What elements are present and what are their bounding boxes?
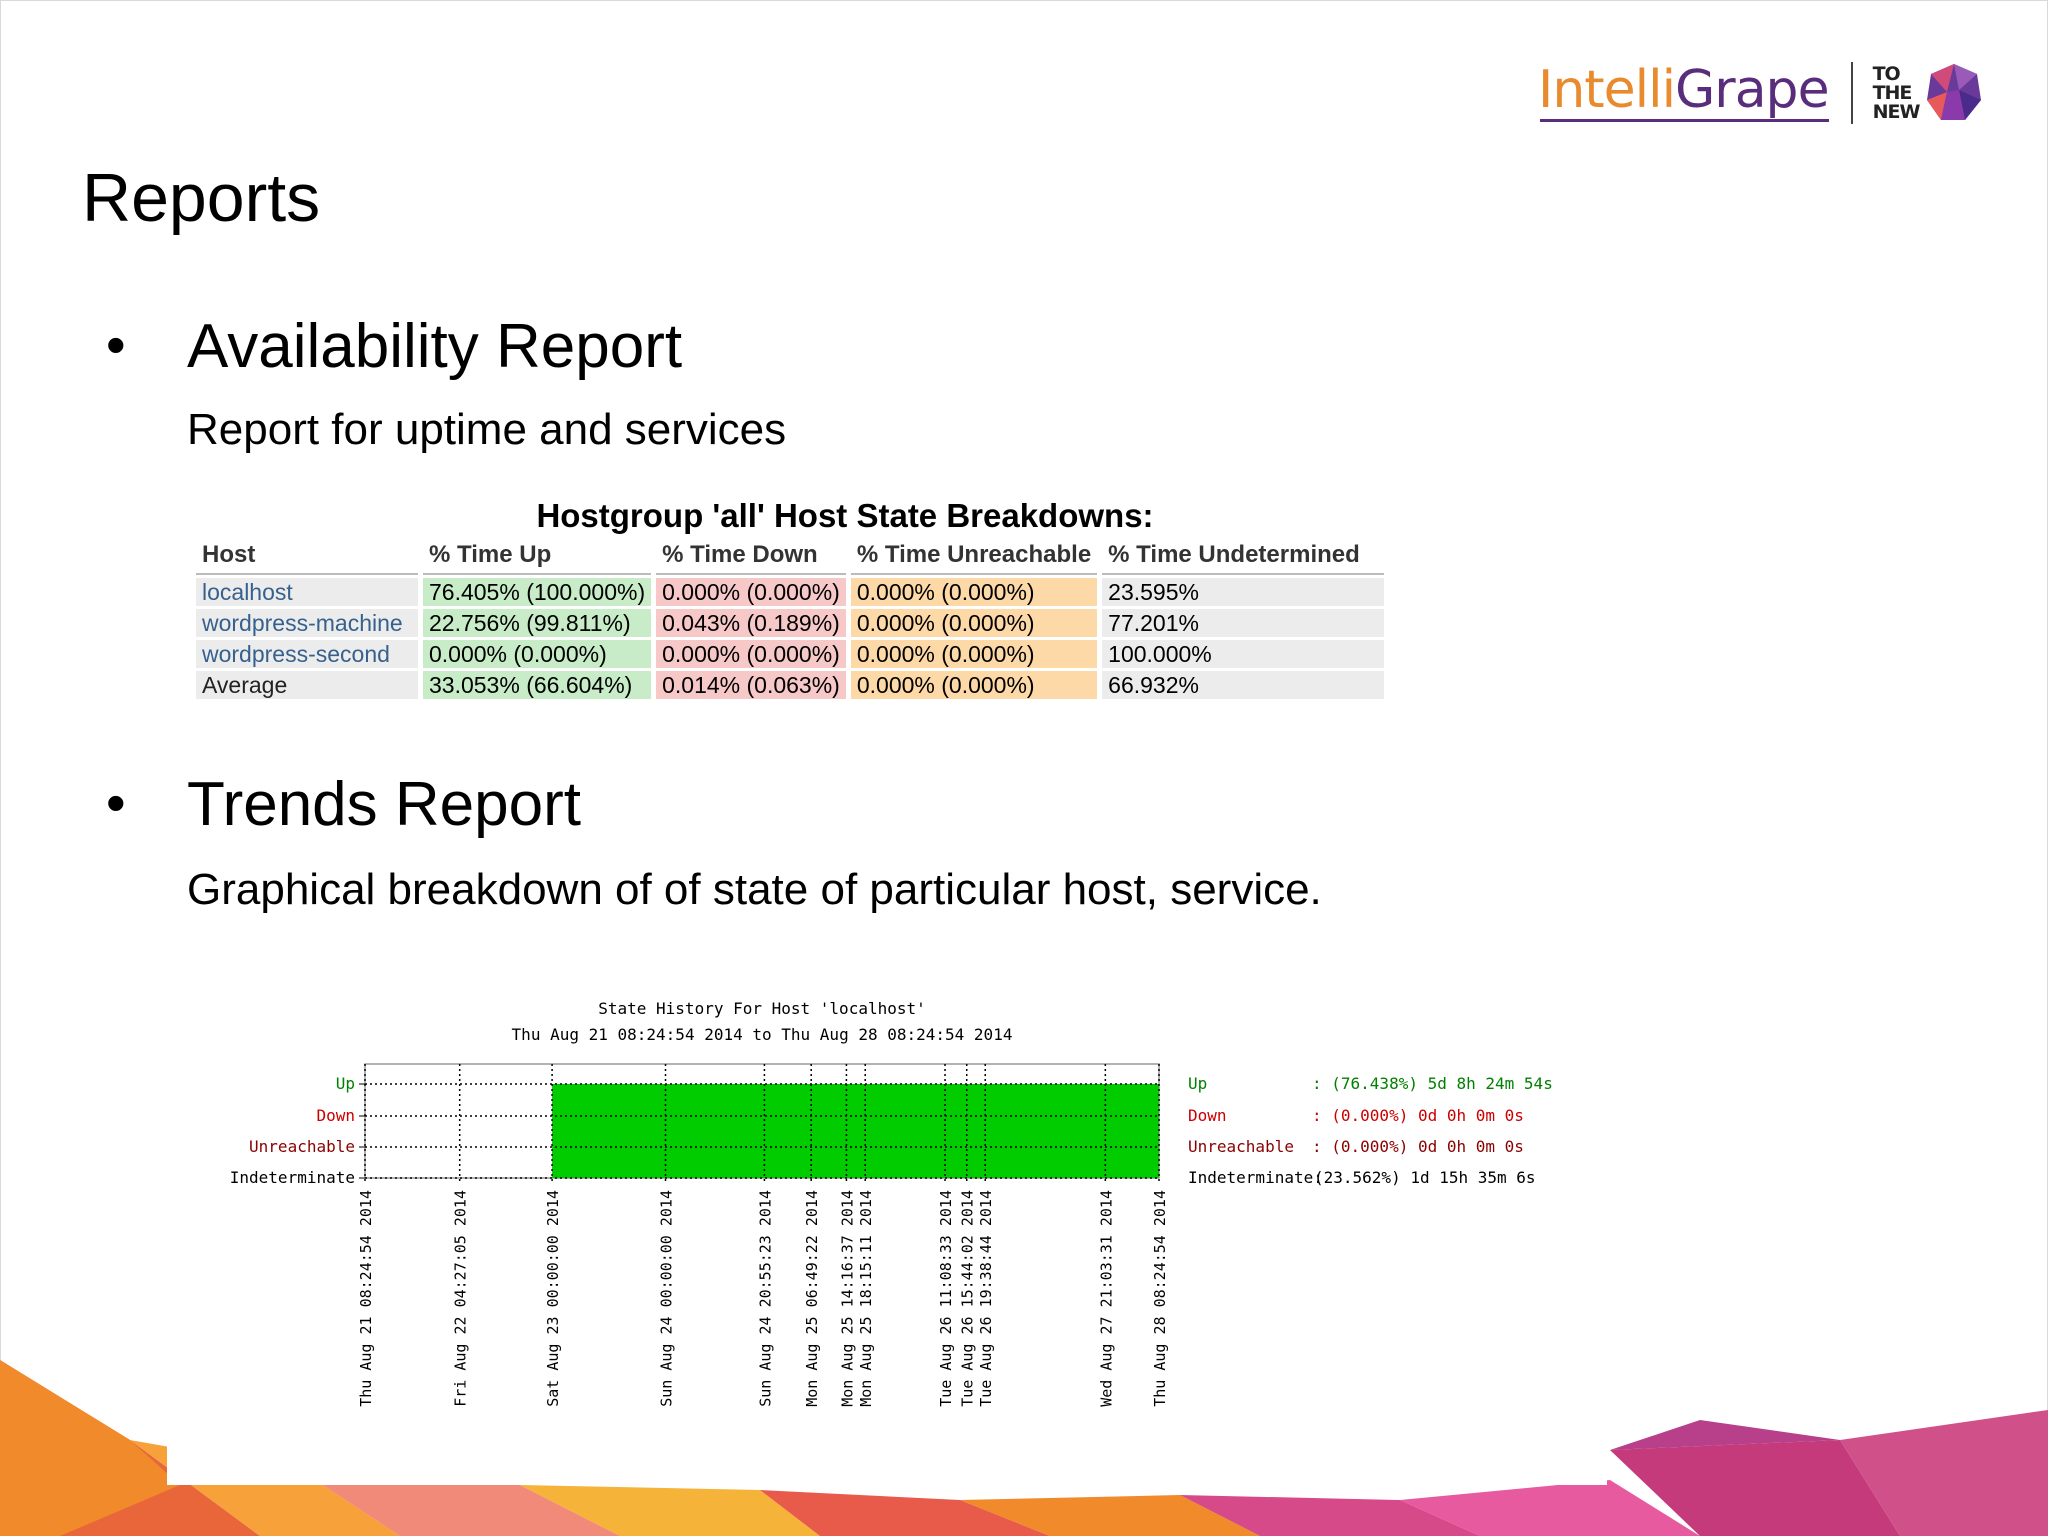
logo-tagline-to: TO bbox=[1872, 62, 1901, 85]
logo-tagline-new: NEW bbox=[1872, 100, 1921, 123]
chart-subtitle: Thu Aug 21 08:24:54 2014 to Thu Aug 28 0… bbox=[512, 1025, 1013, 1044]
summary-value-down: : (0.000%) 0d 0h 0m 0s bbox=[1312, 1106, 1524, 1125]
cell-time-down: 0.000% (0.000%) bbox=[656, 640, 846, 668]
host-link-wordpress-second[interactable]: wordpress-second bbox=[196, 640, 418, 668]
table-row: wordpress-second 0.000% (0.000%) 0.000% … bbox=[196, 640, 1385, 668]
col-time-unreachable: % Time Unreachable bbox=[850, 539, 1098, 575]
host-link-localhost[interactable]: localhost bbox=[196, 578, 418, 606]
tick-label: Thu Aug 21 08:24:54 2014 bbox=[357, 1190, 375, 1407]
availability-heading: Availability Report bbox=[187, 312, 683, 381]
cell-time-undetermined: 77.201% bbox=[1102, 609, 1385, 637]
availability-table-panel: Hostgroup 'all' Host State Breakdowns: H… bbox=[196, 494, 1424, 702]
trends-heading: Trends Report bbox=[187, 770, 581, 839]
gem-icon bbox=[1927, 64, 1982, 120]
cell-time-up: 22.756% (99.811%) bbox=[423, 609, 652, 637]
chart-title: State History For Host 'localhost' bbox=[598, 999, 926, 1018]
summary-value-unreachable: : (0.000%) 0d 0h 0m 0s bbox=[1312, 1137, 1524, 1156]
cell-time-unreachable: 0.000% (0.000%) bbox=[850, 578, 1098, 606]
cell-time-undetermined: 100.000% bbox=[1102, 640, 1385, 668]
average-label: Average bbox=[196, 671, 418, 699]
intelligrape-wordmark: IntelliGrape bbox=[1538, 64, 1830, 122]
cell-time-up: 33.053% (66.604%) bbox=[423, 671, 652, 699]
table-row: localhost 76.405% (100.000%) 0.000% (0.0… bbox=[196, 578, 1385, 606]
tick-label: Wed Aug 27 21:03:31 2014 bbox=[1097, 1190, 1115, 1407]
table-header-row: Host % Time Up % Time Down % Time Unreac… bbox=[196, 539, 1385, 575]
company-logo: IntelliGrape TO THE NEW bbox=[1538, 58, 1983, 128]
summary-value-up: : (76.438%) 5d 8h 24m 54s bbox=[1312, 1074, 1553, 1093]
cell-time-unreachable: 0.000% (0.000%) bbox=[850, 640, 1098, 668]
cell-time-down: 0.043% (0.189%) bbox=[656, 609, 846, 637]
tick-label: Thu Aug 28 08:24:54 2014 bbox=[1151, 1190, 1169, 1407]
summary-label-up: Up bbox=[1188, 1074, 1207, 1093]
tick-label: Mon Aug 25 18:15:11 2014 bbox=[857, 1190, 875, 1407]
table-row: wordpress-machine 22.756% (99.811%) 0.04… bbox=[196, 609, 1385, 637]
tick-label: Mon Aug 25 14:16:37 2014 bbox=[838, 1190, 856, 1407]
y-label-down: Down bbox=[316, 1106, 355, 1125]
col-time-up: % Time Up bbox=[423, 539, 652, 575]
tothenew-wordmark: TO THE NEW bbox=[1872, 62, 1921, 123]
table-row-average: Average 33.053% (66.604%) 0.014% (0.063%… bbox=[196, 671, 1385, 699]
availability-description: Report for uptime and services bbox=[187, 405, 787, 454]
summary-value-indeterminate: (23.562%) 1d 15h 35m 6s bbox=[1314, 1168, 1536, 1187]
availability-table: Host % Time Up % Time Down % Time Unreac… bbox=[191, 536, 1389, 702]
segment-up bbox=[552, 1084, 1159, 1178]
tick-label: Sun Aug 24 20:55:23 2014 bbox=[756, 1190, 774, 1407]
cell-time-undetermined: 23.595% bbox=[1102, 578, 1385, 606]
cell-time-down: 0.000% (0.000%) bbox=[656, 578, 846, 606]
cell-time-undetermined: 66.932% bbox=[1102, 671, 1385, 699]
cell-time-up: 76.405% (100.000%) bbox=[423, 578, 652, 606]
tick-label: Mon Aug 25 06:49:22 2014 bbox=[803, 1190, 821, 1407]
tick-label: Tue Aug 26 19:38:44 2014 bbox=[977, 1190, 995, 1407]
summary-label-indeterminate: Indeterminate: bbox=[1188, 1168, 1323, 1187]
logo-part-grape: Grape bbox=[1675, 60, 1830, 120]
tick-label: Sun Aug 24 00:00:00 2014 bbox=[658, 1190, 676, 1407]
tick-label: Tue Aug 26 15:44:02 2014 bbox=[959, 1190, 977, 1407]
logo-part-intelli: Intelli bbox=[1538, 60, 1676, 120]
logo-divider bbox=[1850, 62, 1853, 124]
state-history-chart: State History For Host 'localhost' Thu Au… bbox=[230, 999, 1553, 1407]
cell-time-unreachable: 0.000% (0.000%) bbox=[850, 671, 1098, 699]
trends-description: Graphical breakdown of of state of parti… bbox=[187, 865, 1322, 914]
tick-label: Sat Aug 23 00:00:00 2014 bbox=[544, 1190, 562, 1407]
cell-time-up: 0.000% (0.000%) bbox=[423, 640, 652, 668]
cell-time-unreachable: 0.000% (0.000%) bbox=[850, 609, 1098, 637]
y-label-indeterminate: Indeterminate bbox=[230, 1168, 355, 1187]
y-label-unreachable: Unreachable bbox=[249, 1137, 355, 1156]
host-link-wordpress-machine[interactable]: wordpress-machine bbox=[196, 609, 418, 637]
col-time-undetermined: % Time Undetermined bbox=[1102, 539, 1385, 575]
availability-table-title: Hostgroup 'all' Host State Breakdowns: bbox=[536, 497, 1154, 534]
tick-label: Tue Aug 26 11:08:33 2014 bbox=[937, 1190, 955, 1407]
y-label-up: Up bbox=[336, 1074, 355, 1093]
col-host: Host bbox=[196, 539, 418, 575]
cell-time-down: 0.014% (0.063%) bbox=[656, 671, 846, 699]
col-time-down: % Time Down bbox=[656, 539, 846, 575]
trends-chart-panel: State History For Host 'localhost' Thu Au… bbox=[167, 980, 1607, 1485]
logo-tagline-the: THE bbox=[1872, 81, 1913, 104]
tick-label: Fri Aug 22 04:27:05 2014 bbox=[452, 1190, 470, 1407]
slide-title: Reports bbox=[82, 160, 321, 236]
summary-label-unreachable: Unreachable bbox=[1188, 1137, 1294, 1156]
summary-label-down: Down bbox=[1188, 1106, 1227, 1125]
